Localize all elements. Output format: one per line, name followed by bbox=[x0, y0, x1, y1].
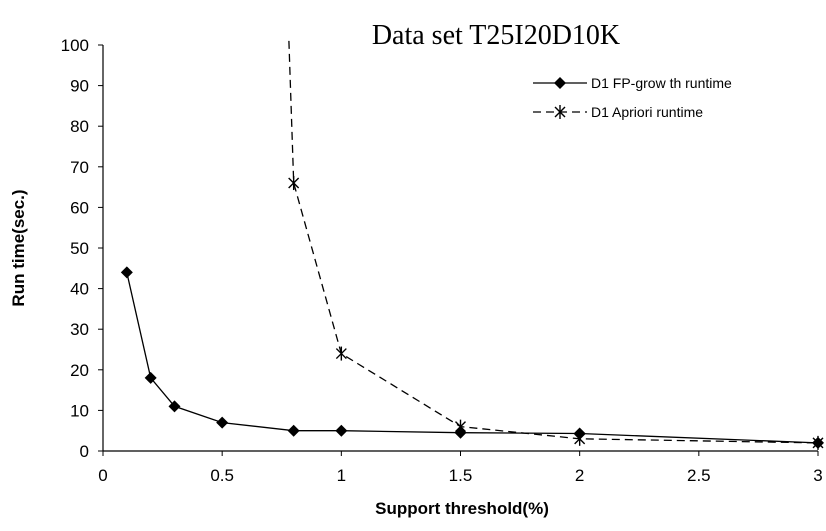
data-point-fp-growth bbox=[216, 416, 229, 429]
x-tick-label: 1 bbox=[337, 466, 346, 485]
y-tick-label: 30 bbox=[70, 320, 89, 339]
data-point-fp-growth bbox=[287, 424, 300, 437]
data-point-fp-growth bbox=[335, 424, 348, 437]
y-tick-label: 100 bbox=[61, 36, 89, 55]
legend-apriori-marker bbox=[554, 105, 566, 119]
data-point-fp-growth bbox=[168, 400, 181, 413]
y-tick-label: 70 bbox=[70, 158, 89, 177]
legend: D1 FP-grow th runtime D1 Apriori runtime bbox=[533, 75, 732, 120]
data-point-apriori bbox=[455, 419, 466, 434]
y-tick-label: 90 bbox=[70, 77, 89, 96]
series-lines bbox=[126, 40, 819, 444]
chart-axes bbox=[102, 45, 818, 452]
axis-ticks: 0 10 20 30 40 50 60 70 80 90 100 0 0.5 1 1.5 2 2.5 3 bbox=[61, 36, 823, 485]
x-tick-label: 1.5 bbox=[449, 466, 473, 485]
data-point-apriori bbox=[812, 435, 824, 450]
x-axis-title: Support threshold(%) bbox=[375, 499, 549, 518]
data-point-fp-growth bbox=[120, 266, 133, 279]
y-tick-label: 80 bbox=[70, 117, 89, 136]
y-tick-label: 10 bbox=[70, 401, 89, 420]
y-tick-label: 20 bbox=[70, 361, 89, 380]
y-tick-label: 50 bbox=[70, 239, 89, 258]
legend-apriori-label: D1 Apriori runtime bbox=[591, 104, 703, 120]
x-tick-label: 3 bbox=[813, 466, 822, 485]
data-point-apriori bbox=[335, 346, 347, 361]
y-tick-label: 0 bbox=[80, 442, 89, 461]
y-tick-label: 60 bbox=[70, 198, 89, 217]
x-tick-label: 0.5 bbox=[210, 466, 234, 485]
data-point-fp-growth bbox=[144, 371, 157, 384]
series-line-fp-growth bbox=[126, 272, 819, 444]
y-tick-label: 40 bbox=[70, 280, 89, 299]
y-axis-title: Run time(sec.) bbox=[9, 189, 28, 306]
series-line-apriori bbox=[288, 40, 819, 444]
x-tick-label: 2.5 bbox=[687, 466, 711, 485]
legend-fp-growth-label: D1 FP-grow th runtime bbox=[591, 75, 732, 91]
data-point-apriori bbox=[288, 176, 300, 191]
legend-fp-growth-marker bbox=[554, 77, 566, 89]
series-markers bbox=[120, 176, 824, 450]
x-tick-label: 0 bbox=[98, 466, 107, 485]
chart-title: Data set T25I20D10K bbox=[372, 20, 620, 51]
data-point-apriori bbox=[574, 431, 586, 446]
x-tick-label: 2 bbox=[575, 466, 584, 485]
